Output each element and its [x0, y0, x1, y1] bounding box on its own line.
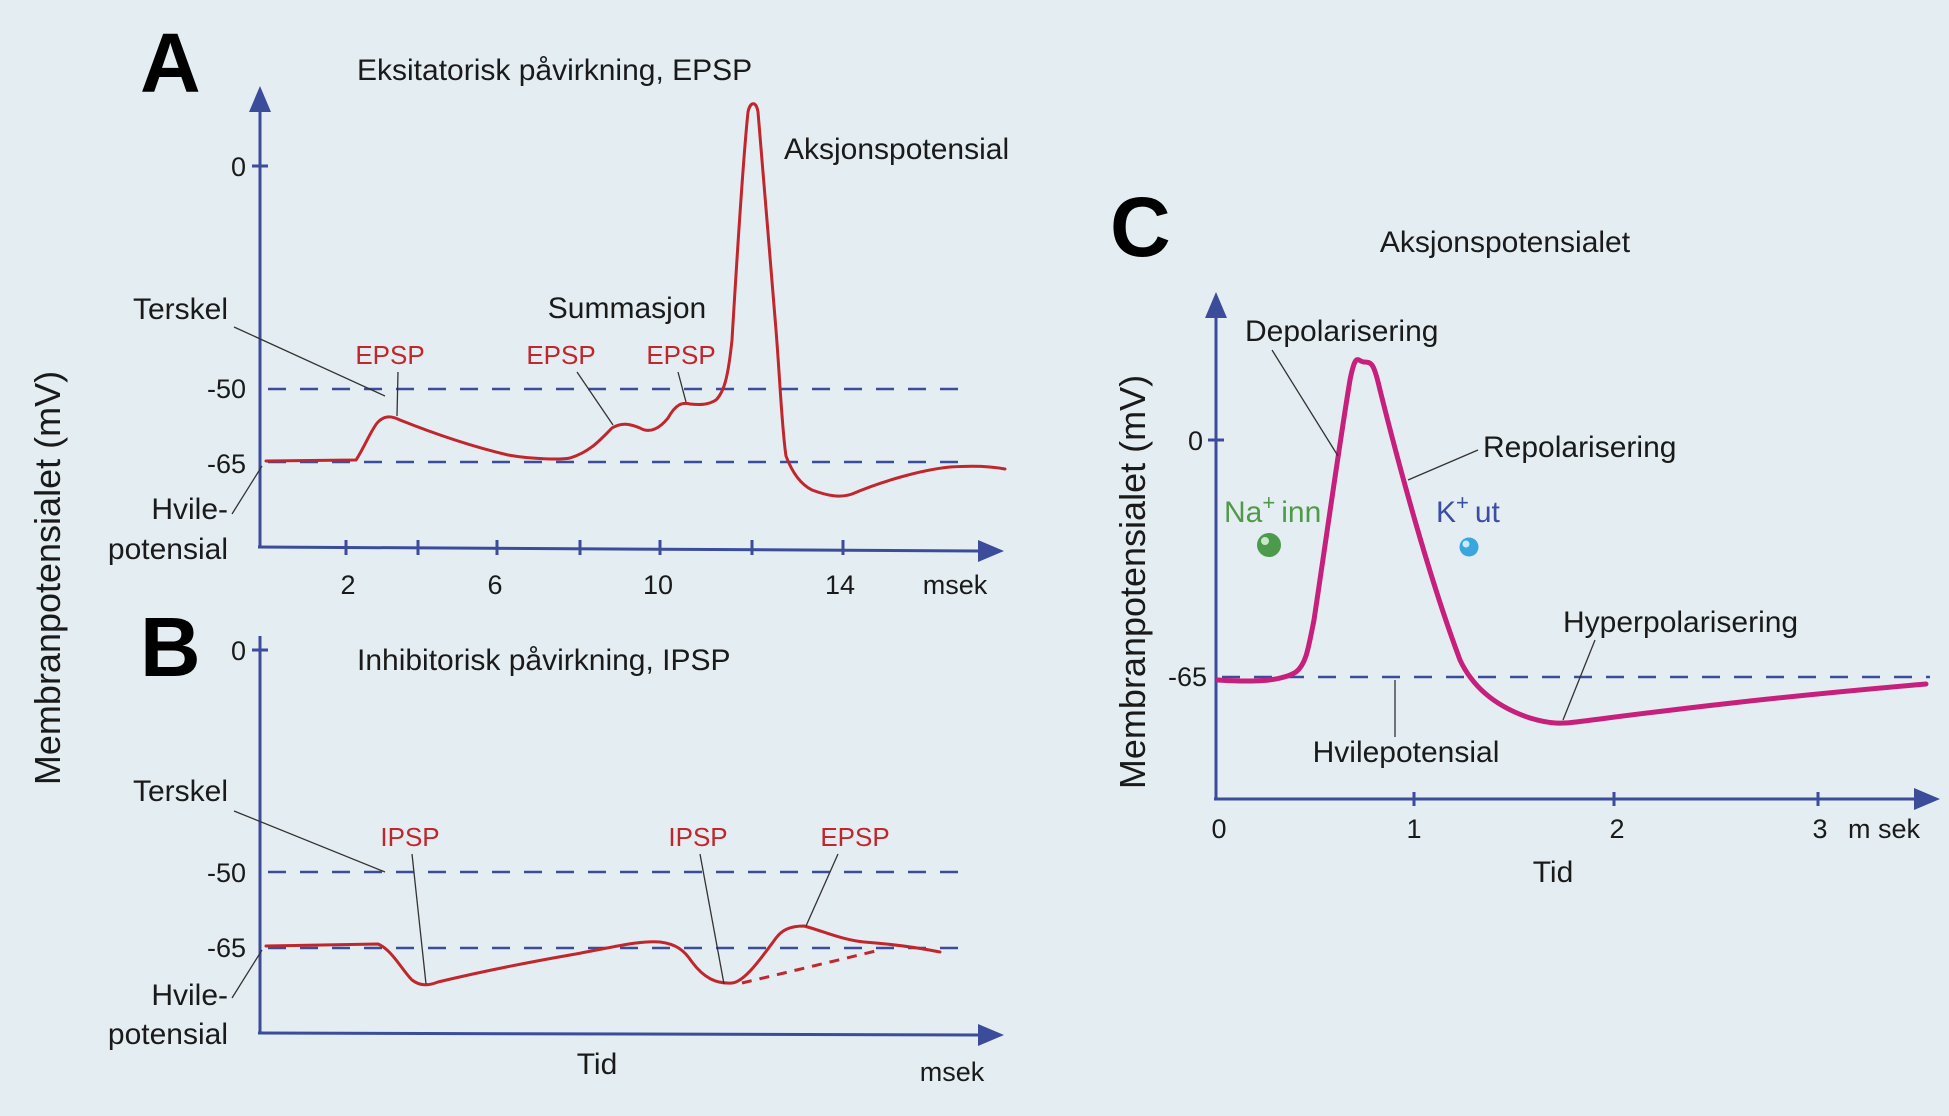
panel-c-leader-lines — [1271, 349, 1596, 737]
panel-c-title: Aksjonspotensialet — [1380, 226, 1631, 259]
panel-c-xtick-label-1: 1 — [1406, 814, 1421, 844]
panel-b-ytick-label-65: -65 — [207, 933, 246, 963]
panel-a-y-axis-arrow — [249, 86, 271, 112]
panel-c-xtick-label-2: 2 — [1609, 814, 1624, 844]
panel-a-xtick-label-14: 14 — [825, 570, 855, 600]
panel-a-letter: A — [140, 16, 201, 110]
panel-a-threshold-label: Terskel — [133, 293, 228, 326]
panel-a-xtick-label-6: 6 — [487, 570, 502, 600]
panel-a-epsp-label-1: EPSP — [355, 340, 424, 370]
panel-a-xtick-label-10: 10 — [643, 570, 673, 600]
panel-a-epsp-label-2: EPSP — [526, 340, 595, 370]
panel-b-title: Inhibitorisk påvirkning, IPSP — [357, 644, 731, 677]
panel-b-ipsp-label-2: IPSP — [668, 822, 727, 852]
panel-a-x-axis — [257, 545, 979, 553]
k-ion-sphere — [1459, 537, 1479, 557]
panel-c-ytick-label-65: -65 — [1168, 662, 1207, 692]
panel-b-threshold-label: Terskel — [133, 775, 228, 808]
na-ion-highlight — [1261, 537, 1269, 545]
k-charge: + — [1456, 490, 1469, 515]
panel-c-x-label: Tid — [1533, 856, 1574, 889]
na-label: Na+ inn — [1224, 490, 1321, 529]
panel-c: C Aksjonspotensialet 0 -65 0 1 2 3 m sek… — [1110, 180, 1940, 889]
panel-a-x-axis-arrow — [978, 540, 1004, 562]
panel-c-repolarization-label: Repolarisering — [1483, 431, 1676, 464]
k-symbol: K — [1436, 496, 1456, 529]
panel-c-xtick-label-3: 3 — [1812, 814, 1827, 844]
panel-a-ytick-label-50: -50 — [207, 374, 246, 404]
panel-c-hyperpolarization-label: Hyperpolarisering — [1563, 606, 1798, 639]
panel-c-y-axis-arrow — [1205, 292, 1227, 318]
panel-a-summation-label: Summasjon — [548, 292, 706, 325]
panel-c-depolarization-label: Depolarisering — [1245, 315, 1438, 348]
panel-a-leader-lines — [231, 326, 687, 515]
k-ion-highlight — [1462, 540, 1470, 548]
panel-c-resting-label: Hvilepotensial — [1313, 736, 1500, 769]
panel-b-epsp-label: EPSP — [820, 822, 889, 852]
panel-b-ipsp-label-1: IPSP — [380, 822, 439, 852]
panel-a-ytick-label-0: 0 — [231, 152, 246, 182]
panel-a: A Eksitatorisk påvirkning, EPSP 0 -50 -6… — [108, 16, 1009, 600]
panel-c-xtick-label-0: 0 — [1211, 814, 1226, 844]
na-charge: + — [1262, 490, 1275, 515]
panel-b-x-axis-arrow — [978, 1024, 1004, 1046]
panel-a-xtick-label-2: 2 — [340, 570, 355, 600]
panel-c-x-tickmarks — [1412, 792, 1820, 806]
panel-a-x-unit: msek — [923, 570, 988, 600]
na-symbol: Na — [1224, 496, 1263, 529]
panel-ab-y-axis-label: Membranpotensialet (mV) — [27, 371, 68, 785]
panel-b-membrane-curve — [264, 924, 942, 987]
k-label: K+ ut — [1436, 490, 1501, 529]
panel-b-ytick-label-50: -50 — [207, 858, 246, 888]
panel-c-letter: C — [1110, 180, 1171, 274]
panel-b-letter: B — [140, 600, 201, 694]
panel-c-y-axis-label: Membranpotensialet (mV) — [1112, 375, 1153, 789]
panel-b-x-axis — [257, 1031, 981, 1037]
panel-a-x-tickmarks — [344, 540, 845, 555]
panel-c-x-unit: m sek — [1848, 814, 1921, 844]
na-direction: inn — [1281, 496, 1321, 529]
panel-b-x-unit: msek — [920, 1057, 985, 1087]
panel-b-x-label: Tid — [577, 1048, 618, 1081]
na-ion-sphere — [1257, 533, 1281, 557]
panel-b-leader-lines — [231, 810, 839, 999]
k-direction: ut — [1475, 496, 1501, 529]
panel-a-title: Eksitatorisk påvirkning, EPSP — [357, 54, 752, 87]
panel-b-resting-label-line1: Hvile- — [151, 979, 228, 1012]
panel-a-ytick-label-65: -65 — [207, 449, 246, 479]
panel-c-action-potential-curve — [1215, 357, 1929, 726]
panel-b-resting-label-line2: potensial — [108, 1018, 228, 1051]
panel-b: B Inhibitorisk påvirkning, IPSP 0 -50 -6… — [108, 600, 1004, 1087]
panel-b-ytick-label-0: 0 — [231, 636, 246, 666]
panel-c-ytick-label-0: 0 — [1188, 426, 1203, 456]
panel-a-action-potential-label: Aksjonspotensial — [784, 133, 1009, 166]
panel-a-resting-label-line1: Hvile- — [151, 493, 228, 526]
panel-c-x-axis-arrow — [1914, 788, 1940, 810]
panel-a-membrane-curve — [264, 102, 1007, 498]
panel-a-resting-label-line2: potensial — [108, 533, 228, 566]
panel-a-epsp-label-3: EPSP — [646, 340, 715, 370]
